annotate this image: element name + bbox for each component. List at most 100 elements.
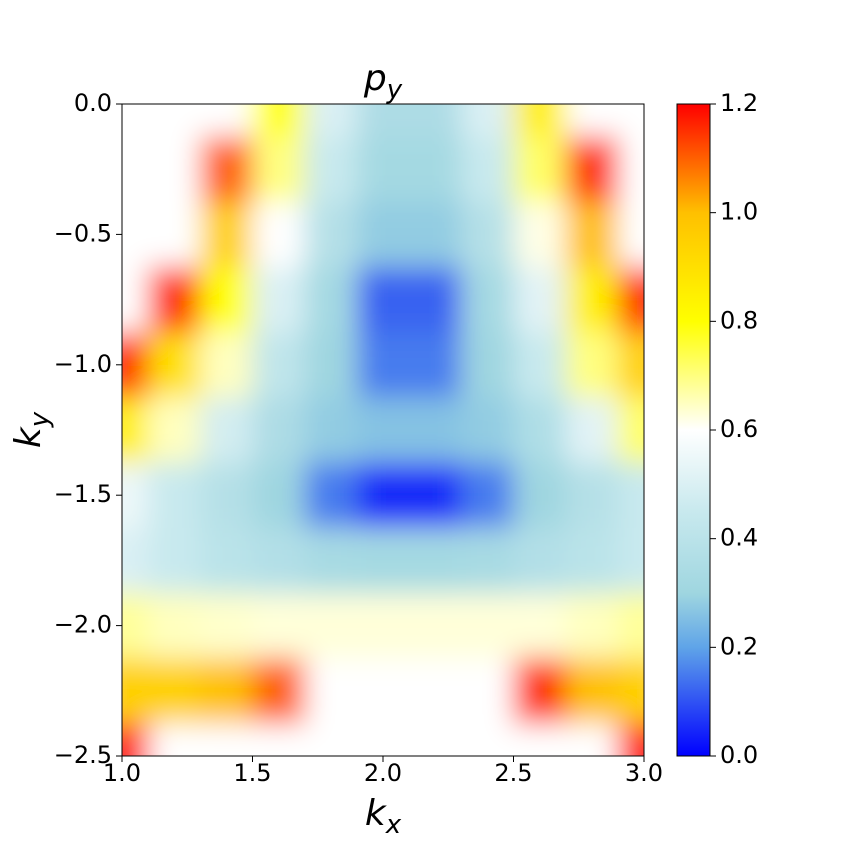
heatmap-cell bbox=[200, 397, 253, 464]
heatmap-cell bbox=[565, 593, 619, 659]
colorbar-tick-label: 0.6 bbox=[720, 415, 758, 443]
heatmap-cell bbox=[304, 136, 358, 203]
heatmap-cell bbox=[617, 658, 644, 724]
y-axis-label: ky bbox=[8, 411, 55, 448]
heatmap-cell bbox=[304, 201, 358, 268]
heatmap-cell bbox=[409, 332, 462, 398]
heatmap-cell bbox=[122, 527, 149, 594]
heatmap-cell bbox=[252, 593, 306, 659]
chart-title: py bbox=[363, 58, 403, 105]
heatmap-cell bbox=[148, 593, 201, 659]
colorbar-tick-label: 1.0 bbox=[720, 198, 758, 226]
heatmap-cell bbox=[356, 104, 410, 138]
heatmap-cell bbox=[513, 593, 567, 659]
y-tick-label: −2.5 bbox=[54, 741, 112, 769]
y-tick-label: −2.0 bbox=[54, 611, 112, 639]
heatmap-cell bbox=[200, 527, 253, 594]
heatmap-cell bbox=[409, 104, 462, 138]
heatmap-cell bbox=[409, 462, 462, 529]
heatmap-cell bbox=[200, 201, 253, 268]
heatmap-cell bbox=[252, 527, 306, 594]
heatmap-cell bbox=[356, 267, 410, 333]
heatmap-cell bbox=[356, 332, 410, 398]
heatmap-cell bbox=[513, 462, 567, 529]
y-tick-label: −1.0 bbox=[54, 350, 112, 378]
heatmap-cell bbox=[122, 723, 149, 756]
heatmap-cell bbox=[148, 658, 201, 724]
heatmap-cell bbox=[356, 593, 410, 659]
heatmap-cell bbox=[122, 397, 149, 464]
heatmap-cell bbox=[565, 462, 619, 529]
heatmap-cell bbox=[304, 397, 358, 464]
heatmap-cell bbox=[122, 658, 149, 724]
y-tick-label: −1.5 bbox=[54, 480, 112, 508]
heatmap-cell bbox=[617, 723, 644, 756]
heatmap-cell bbox=[513, 658, 567, 724]
heatmap-cell bbox=[461, 462, 514, 529]
heatmap-cell bbox=[617, 462, 644, 529]
heatmap-cell bbox=[252, 136, 306, 203]
heatmap-cell bbox=[565, 527, 619, 594]
heatmap-cell bbox=[565, 136, 619, 203]
heatmap-cell bbox=[513, 397, 567, 464]
x-tick-label: 1.0 bbox=[103, 759, 141, 787]
x-tick-label: 2.0 bbox=[364, 759, 402, 787]
x-tick-label: 3.0 bbox=[625, 759, 663, 787]
heatmap-cell bbox=[148, 267, 201, 333]
colorbar-tick-label: 0.8 bbox=[720, 306, 758, 334]
heatmap-cell bbox=[461, 527, 514, 594]
heatmap-cell bbox=[565, 332, 619, 398]
heatmap-cell bbox=[304, 593, 358, 659]
heatmap-cell bbox=[356, 201, 410, 268]
colorbar-tick-label: 1.2 bbox=[720, 89, 758, 117]
heatmap-cell bbox=[617, 332, 644, 398]
heatmap-cell bbox=[356, 462, 410, 529]
colorbar-tick-label: 0.0 bbox=[720, 741, 758, 769]
heatmap-cell bbox=[513, 332, 567, 398]
heatmap-cell bbox=[565, 658, 619, 724]
heatmap-cell bbox=[356, 527, 410, 594]
heatmap-cell bbox=[513, 136, 567, 203]
heatmap-cell bbox=[200, 462, 253, 529]
heatmap-cell bbox=[252, 332, 306, 398]
heatmap-cell bbox=[122, 462, 149, 529]
heatmap-cell bbox=[148, 462, 201, 529]
heatmap-cell bbox=[252, 397, 306, 464]
heatmap-cell bbox=[617, 267, 644, 333]
heatmap-cell bbox=[513, 527, 567, 594]
heatmap-cell bbox=[200, 593, 253, 659]
heatmap-cell bbox=[200, 658, 253, 724]
heatmap-cell bbox=[461, 104, 514, 138]
y-tick-label: −0.5 bbox=[54, 219, 112, 247]
heatmap-cell bbox=[252, 462, 306, 529]
heatmap-cell bbox=[617, 527, 644, 594]
heatmap-cell bbox=[356, 136, 410, 203]
heatmap-cell bbox=[409, 527, 462, 594]
heatmap-cell bbox=[617, 397, 644, 464]
heatmap-cell bbox=[304, 267, 358, 333]
colorbar-tick-label: 0.2 bbox=[720, 632, 758, 660]
heatmap-cell bbox=[252, 104, 306, 138]
heatmap-cell bbox=[252, 201, 306, 268]
heatmap-cell bbox=[200, 136, 253, 203]
heatmap-cell bbox=[409, 593, 462, 659]
heatmap-cell bbox=[461, 332, 514, 398]
heatmap-cell bbox=[461, 136, 514, 203]
heatmap-cell bbox=[409, 201, 462, 268]
heatmap-cell bbox=[513, 201, 567, 268]
heatmap-cell bbox=[356, 397, 410, 464]
heatmap-cell bbox=[461, 397, 514, 464]
heatmap-cell bbox=[565, 201, 619, 268]
heatmap-cell bbox=[304, 462, 358, 529]
heatmap-cell bbox=[565, 397, 619, 464]
heatmap-cell bbox=[461, 201, 514, 268]
x-axis-label: kx bbox=[365, 793, 402, 840]
heatmap-cell bbox=[148, 527, 201, 594]
heatmap-cell bbox=[252, 267, 306, 333]
heatmap-cell bbox=[304, 332, 358, 398]
heatmap-cell bbox=[122, 332, 149, 398]
heatmap-cell bbox=[252, 658, 306, 724]
heatmap-cell bbox=[148, 397, 201, 464]
heatmap-cell bbox=[200, 267, 253, 333]
